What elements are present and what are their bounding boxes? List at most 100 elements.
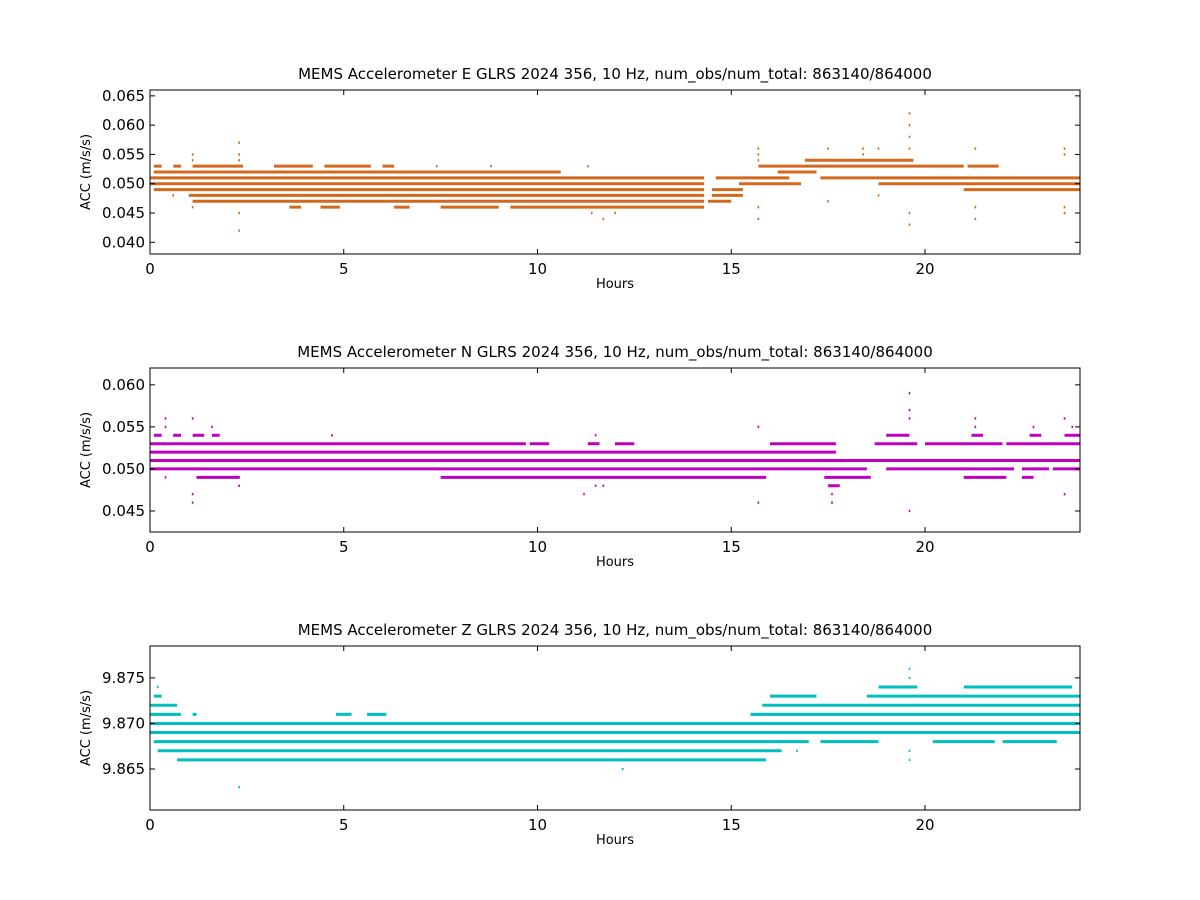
x-tick-label: 0 <box>145 816 155 834</box>
data-point <box>827 200 829 203</box>
y-tick-label: 0.040 <box>102 233 145 251</box>
data-point <box>908 749 911 752</box>
data-point <box>583 492 585 496</box>
data-point <box>757 147 760 150</box>
data-point <box>238 153 240 156</box>
y-tick-label: 0.050 <box>102 175 145 193</box>
data-point <box>1063 211 1066 215</box>
data-point <box>238 786 240 789</box>
data-point <box>238 229 240 232</box>
data-point <box>164 425 167 429</box>
data-point <box>862 153 864 156</box>
y-tick-label: 0.060 <box>102 376 145 394</box>
chart-panel-2: 0 5 10 15 20 9.865 9.870 9.875 MEMS Acceleromete… <box>79 621 1081 848</box>
x-tick-label: 5 <box>339 260 349 278</box>
data-point <box>164 417 167 420</box>
data-point <box>594 434 597 437</box>
data-point <box>908 676 911 680</box>
data-point <box>908 112 911 115</box>
plot-frame <box>149 645 1081 811</box>
data-point <box>1071 425 1074 429</box>
data-point <box>1063 492 1066 496</box>
data-point <box>974 425 977 429</box>
x-tick-label: 10 <box>528 538 547 556</box>
data-point <box>211 425 213 429</box>
y-axis-label: ACC (m/s/s) <box>79 690 94 766</box>
data-point <box>757 217 760 221</box>
y-tick-label: 0.050 <box>102 460 145 478</box>
data-point <box>587 164 589 168</box>
data-point <box>974 417 977 420</box>
data-point <box>191 153 194 156</box>
data-point <box>831 492 833 496</box>
data-point <box>238 476 240 479</box>
y-tick-label: 9.875 <box>102 669 145 687</box>
data-point <box>1032 425 1035 429</box>
data-point <box>435 164 438 168</box>
data-point <box>908 123 911 127</box>
data-point <box>831 501 833 504</box>
data-point <box>757 501 760 504</box>
data-point <box>974 217 977 221</box>
y-tick-label: 0.060 <box>102 116 145 134</box>
data-point <box>908 223 911 226</box>
x-tick-label: 5 <box>339 816 349 834</box>
data-point <box>831 740 833 743</box>
data-point <box>974 147 977 150</box>
data-point <box>908 417 911 420</box>
data-point <box>602 217 605 221</box>
data-point <box>176 164 178 168</box>
data-point <box>191 501 194 504</box>
y-tick-label: 9.870 <box>102 714 145 732</box>
data-point <box>238 159 240 162</box>
chart-panel-0: 0 5 10 15 20 0.040 0.045 0.050 0.055 0.060 0.065 ME… <box>79 65 1081 292</box>
data-point <box>908 211 911 215</box>
data-point <box>908 392 911 395</box>
x-tick-label: 10 <box>528 816 547 834</box>
data-point <box>1063 147 1066 150</box>
data-point <box>908 509 911 513</box>
data-point <box>238 484 240 487</box>
data-point <box>796 749 798 752</box>
data-point <box>974 205 977 209</box>
y-tick-label: 0.045 <box>102 502 145 520</box>
data-point <box>331 434 333 437</box>
x-tick-label: 5 <box>339 538 349 556</box>
x-tick-label: 0 <box>145 260 155 278</box>
y-axis-label: ACC (m/s/s) <box>79 412 94 488</box>
x-tick-label: 20 <box>915 816 934 834</box>
data-point <box>191 159 194 162</box>
y-tick-label: 9.865 <box>102 760 145 778</box>
data-point <box>191 417 194 420</box>
data-point <box>172 194 175 197</box>
plot-frame <box>149 89 1081 255</box>
y-tick-label: 0.045 <box>102 204 145 222</box>
data-point <box>757 425 760 429</box>
y-axis-label: ACC (m/s/s) <box>79 134 94 210</box>
chart-title: MEMS Accelerometer Z GLRS 2024 356, 10 H… <box>298 621 933 640</box>
x-tick-label: 20 <box>915 260 934 278</box>
y-tick-label: 0.055 <box>102 418 145 436</box>
y-tick-label: 0.065 <box>102 87 145 105</box>
data-point <box>156 685 159 689</box>
plot-area <box>150 667 1080 789</box>
x-axis-label: Hours <box>596 277 634 292</box>
data-point <box>908 135 911 139</box>
data-point <box>908 147 911 150</box>
data-point <box>590 211 593 215</box>
x-tick-label: 10 <box>528 260 547 278</box>
data-point <box>602 484 605 487</box>
x-axis-label: Hours <box>596 555 634 570</box>
chart-panel-1: 0 5 10 15 20 0.045 0.050 0.055 0.060 MEMS Acceler… <box>79 343 1081 570</box>
data-point <box>191 205 194 209</box>
y-tick-label: 0.055 <box>102 145 145 163</box>
plot-area <box>150 392 1080 513</box>
x-tick-label: 15 <box>722 816 741 834</box>
data-point <box>621 767 624 771</box>
x-tick-label: 15 <box>722 260 741 278</box>
data-point <box>908 758 911 762</box>
data-point <box>908 408 911 412</box>
chart-title: MEMS Accelerometer N GLRS 2024 356, 10 H… <box>297 343 933 362</box>
data-point <box>877 194 880 197</box>
